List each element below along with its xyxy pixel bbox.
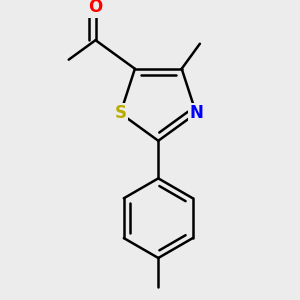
- Text: S: S: [114, 104, 126, 122]
- Text: N: N: [189, 104, 203, 122]
- Text: O: O: [88, 0, 103, 16]
